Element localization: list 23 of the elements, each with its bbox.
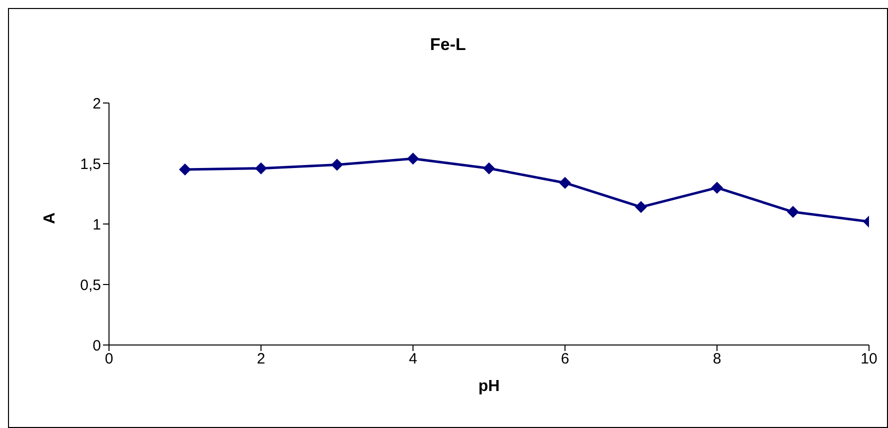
point	[407, 152, 419, 165]
point	[787, 206, 799, 218]
y-tick-label: 1,5	[80, 156, 101, 173]
x-tick-label: 0	[104, 350, 114, 368]
point	[331, 158, 343, 171]
point	[483, 162, 495, 174]
point	[635, 201, 647, 214]
point	[179, 164, 191, 176]
y-axis-title: A	[42, 212, 59, 224]
y-tick-label: 0	[92, 337, 101, 354]
x-tick-label: 2	[256, 350, 266, 368]
x-tick-label: 8	[712, 350, 722, 368]
x-tick-label: 6	[560, 350, 570, 368]
y-tick-label: 2	[92, 95, 101, 112]
y-tick-label: 1	[92, 216, 101, 234]
y-tick-label: 0,5	[80, 276, 101, 294]
x-tick-label: 4	[408, 350, 418, 368]
point	[711, 182, 723, 194]
chart-title: Fe-L	[429, 35, 467, 55]
point	[559, 176, 571, 189]
x-tick-label: 10	[860, 350, 878, 368]
x-axis-title: pH	[478, 378, 500, 395]
point	[255, 162, 267, 174]
